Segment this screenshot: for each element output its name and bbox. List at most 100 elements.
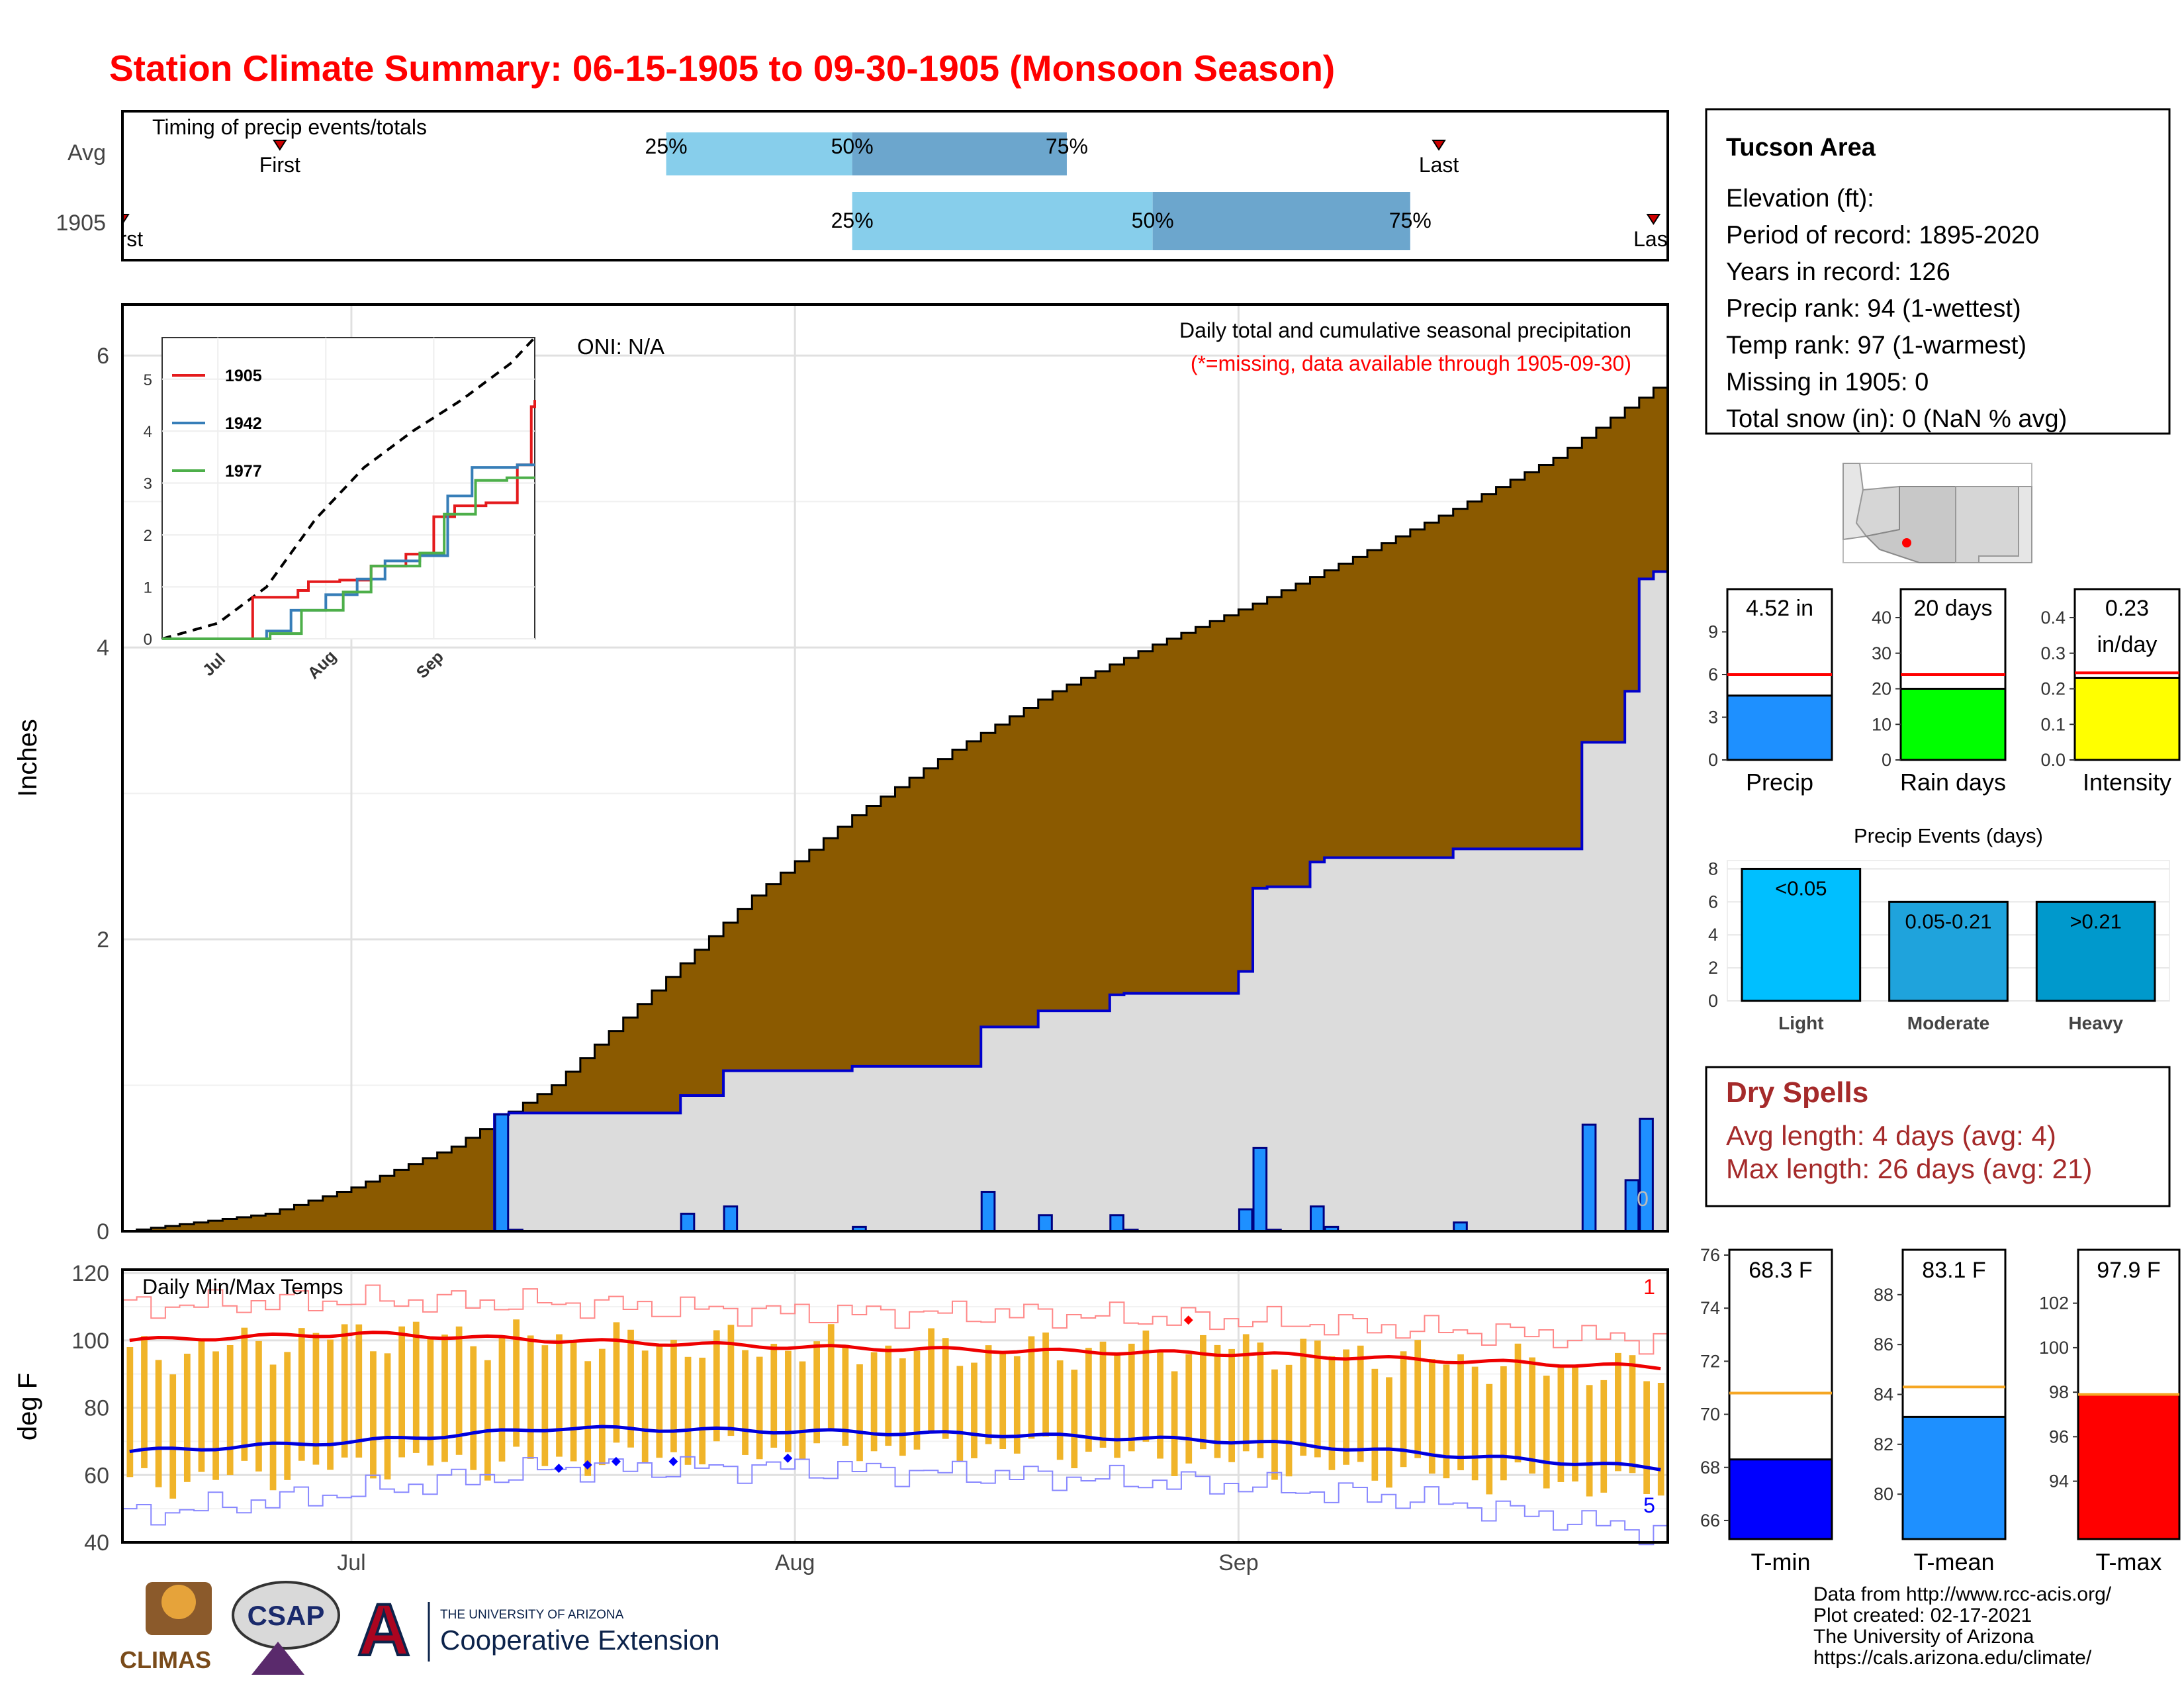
daily-temp-bar — [1056, 1360, 1064, 1460]
inset-series-line — [162, 463, 535, 640]
daily-temp-bar — [1214, 1344, 1221, 1458]
daily-temp-bar — [198, 1341, 205, 1472]
daily-temp-bar — [241, 1327, 248, 1461]
summary-bar-tick: 30 — [1872, 643, 1891, 663]
precip-y-tick: 4 — [97, 635, 109, 661]
precip-events-bar — [2035, 900, 2156, 1002]
daily-temp-bar — [1271, 1369, 1278, 1480]
daily-temp-bar — [269, 1364, 277, 1491]
summary-bar-tick: 6 — [1708, 665, 1718, 684]
inset-average-line — [161, 336, 536, 640]
daily-temp-bar — [155, 1360, 162, 1487]
daily-precip-bar — [1639, 1117, 1654, 1233]
timing-last-marker — [1646, 214, 1661, 225]
page-title: Station Climate Summary: 06-15-1905 to 0… — [109, 48, 1335, 89]
temp-bar-tick: 86 — [1874, 1335, 1893, 1354]
daily-temp-bar — [870, 1352, 878, 1452]
daily-temp-bar — [1128, 1343, 1135, 1452]
station-info-line: Missing in 1905: 0 — [1726, 369, 1929, 397]
daily-temp-bar — [656, 1345, 663, 1458]
daily-temp-bar — [298, 1328, 305, 1461]
daily-temp-bar — [1357, 1345, 1364, 1462]
daily-temp-bar — [1615, 1352, 1621, 1472]
daily-precip-bar — [1581, 1123, 1597, 1233]
precip-y-tick: 6 — [97, 344, 109, 369]
precip-events-x-label: Heavy — [2068, 1013, 2123, 1033]
precip-events-range-label: 0.05-0.21 — [1905, 910, 1992, 933]
station-info-line: Precip rank: 94 (1-wettest) — [1726, 295, 2021, 323]
temp-bar-tick: 74 — [1700, 1298, 1720, 1318]
daily-temp-bar — [412, 1321, 420, 1453]
daily-temp-bar — [183, 1353, 191, 1482]
precip-events-y-tick: 6 — [1708, 892, 1718, 912]
daily-temp-bar — [470, 1346, 477, 1470]
dry-spells-max: Max length: 26 days (avg: 21) — [1726, 1153, 2092, 1184]
timing-q25-q50-bar — [852, 192, 1153, 250]
daily-temp-bar — [799, 1361, 806, 1460]
summary-bar-tick: 0.4 — [2040, 608, 2066, 628]
temp-bar-value — [1901, 1415, 2007, 1540]
inset-y-tick: 1 — [144, 579, 152, 597]
daily-temp-bar — [1157, 1350, 1163, 1459]
precip-events-y-tick: 0 — [1708, 991, 1718, 1011]
summary-bar-value-label: 20 days — [1913, 596, 1992, 621]
daily-temp-bar — [684, 1356, 692, 1465]
temps-y-tick: 80 — [84, 1396, 109, 1421]
temp-bar-tick: 100 — [2039, 1338, 2069, 1358]
precip-y-tick: 0 — [97, 1219, 109, 1244]
station-name: Tucson Area — [1726, 134, 1876, 162]
daily-temp-bar — [727, 1325, 735, 1436]
daily-temp-bar — [1572, 1366, 1578, 1482]
precip-events-x-label: Light — [1778, 1013, 1823, 1033]
record-low-marker — [611, 1456, 621, 1466]
precip-events-y-tick: 2 — [1708, 958, 1718, 978]
temp-bar-tick: 70 — [1700, 1405, 1720, 1425]
daily-temp-bar — [598, 1348, 606, 1466]
precip-y-axis-label: Inches — [13, 719, 42, 797]
summary-bar-tick: 10 — [1872, 714, 1891, 734]
timing-q25-label: 25% — [645, 134, 688, 158]
daily-temp-bar — [1500, 1366, 1507, 1481]
record-low-marker — [582, 1460, 592, 1470]
daily-temp-bar — [1085, 1348, 1092, 1452]
precip-events-bar — [1888, 900, 2009, 1002]
record-low-count: 5 — [1643, 1493, 1655, 1517]
daily-temp-bar — [1600, 1380, 1608, 1493]
daily-temp-bar — [212, 1351, 219, 1480]
temp-bar-value-label: 83.1 F — [1922, 1258, 1985, 1283]
summary-bar-tick: 0 — [1882, 750, 1891, 770]
daily-temp-bar — [1028, 1336, 1035, 1439]
precip-frame — [121, 303, 1669, 1233]
daily-temp-bar — [355, 1324, 363, 1458]
ua-logo: A THE UNIVERSITY OF ARIZONA Cooperative … — [356, 1588, 719, 1672]
daily-temp-bar — [1457, 1354, 1464, 1471]
daily-temp-bar — [641, 1350, 649, 1464]
inset-y-tick: 3 — [144, 475, 152, 493]
daily-temp-bar — [1343, 1349, 1349, 1465]
daily-temp-bar — [1185, 1354, 1193, 1464]
timing-q25-label: 25% — [831, 209, 874, 232]
daily-temp-bar — [327, 1339, 334, 1470]
temps-y-tick: 120 — [71, 1261, 109, 1286]
daily-temp-bar — [312, 1333, 320, 1465]
dry-spells-avg: Avg length: 4 days (avg: 4) — [1726, 1120, 2056, 1151]
temp-bar-tick: 76 — [1700, 1245, 1720, 1265]
daily-temp-bar — [856, 1364, 863, 1462]
temps-panel: 40 60 80 100 120 Daily Min/Max Temps deg F 1… — [13, 1261, 1669, 1575]
daily-temp-bar — [985, 1345, 992, 1444]
summary-bar-tick: 0.2 — [2040, 679, 2066, 699]
summary-bars: 0 3 6 9 4.52 in Precip 0 10 20 30 40 20 days Rain da… — [1708, 588, 2181, 796]
daily-temp-bar — [1643, 1381, 1650, 1495]
daily-temp-bar — [956, 1366, 964, 1462]
missing-count: 0 — [1637, 1187, 1649, 1211]
x-axis-tick: Jul — [337, 1550, 365, 1575]
average-tmax-line — [129, 1331, 1661, 1371]
summary-bar-value-unit: in/day — [2097, 632, 2158, 657]
temp-bar-tick: 66 — [1700, 1511, 1720, 1530]
daily-temp-bar — [527, 1335, 534, 1459]
daily-temp-bar — [556, 1334, 563, 1457]
timing-first-label: First — [259, 153, 300, 177]
daily-temp-bar — [255, 1340, 262, 1472]
inset-y-tick: 0 — [144, 631, 152, 649]
timing-row-label-avg: Avg — [68, 140, 106, 165]
